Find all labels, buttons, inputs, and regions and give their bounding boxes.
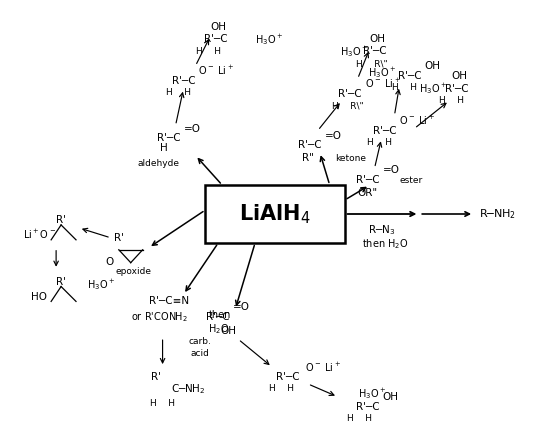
Text: R'─C: R'─C <box>445 84 469 94</box>
Text: =O: =O <box>383 165 399 175</box>
Text: acid: acid <box>191 348 210 357</box>
Text: R'─C: R'─C <box>356 402 379 412</box>
Text: H$_3$O$^+$: H$_3$O$^+$ <box>419 81 448 96</box>
Text: R'─C: R'─C <box>363 46 386 56</box>
Text: carb.: carb. <box>189 337 212 346</box>
Text: R'─C: R'─C <box>298 140 322 151</box>
Text: OH: OH <box>383 392 399 402</box>
Text: O: O <box>106 257 114 267</box>
Text: HO: HO <box>31 292 47 303</box>
Text: or R'CONH$_2$: or R'CONH$_2$ <box>131 310 188 324</box>
Text: R'─C: R'─C <box>276 372 300 382</box>
Text: H$_3$O$^+$: H$_3$O$^+$ <box>368 65 395 80</box>
Text: R'─C: R'─C <box>398 71 421 81</box>
Text: R'─C: R'─C <box>172 76 195 86</box>
Text: H$_3$O$^+$: H$_3$O$^+$ <box>87 277 115 292</box>
Text: H$_3$O$^+$: H$_3$O$^+$ <box>340 44 368 59</box>
Text: R'─C: R'─C <box>356 175 379 185</box>
Text: OH: OH <box>451 71 467 81</box>
Text: H    H: H H <box>392 83 417 92</box>
Text: then H$_2$O: then H$_2$O <box>361 237 408 251</box>
Text: R'─C≡N: R'─C≡N <box>148 297 189 306</box>
Text: H    H: H H <box>150 399 175 408</box>
Text: H$_3$O$^+$: H$_3$O$^+$ <box>255 32 283 47</box>
Text: R": R" <box>302 153 314 163</box>
Text: O$^-$ Li$^+$: O$^-$ Li$^+$ <box>365 77 400 90</box>
Text: R': R' <box>114 233 124 243</box>
Text: H$_2$O: H$_2$O <box>208 322 230 336</box>
Text: R'─C: R'─C <box>203 34 227 44</box>
Text: O$^-$ Li$^+$: O$^-$ Li$^+$ <box>198 64 235 77</box>
Text: R─N$_3$: R─N$_3$ <box>368 223 395 237</box>
Text: then: then <box>208 310 231 320</box>
Text: Li$^+$O$^-$: Li$^+$O$^-$ <box>23 228 56 241</box>
Text: H    R\": H R\" <box>332 101 364 110</box>
Text: H    R\": H R\" <box>356 59 388 68</box>
Text: H$_3$O$^+$: H$_3$O$^+$ <box>358 386 386 401</box>
Text: OR": OR" <box>358 188 378 198</box>
Text: C─NH$_2$: C─NH$_2$ <box>171 382 205 396</box>
Text: R'─C: R'─C <box>373 125 396 136</box>
Text: R': R' <box>56 276 66 287</box>
Text: R─NH$_2$: R─NH$_2$ <box>479 207 516 221</box>
Text: R': R' <box>151 372 161 382</box>
Text: ester: ester <box>399 176 423 185</box>
Text: H    H: H H <box>166 88 191 97</box>
Text: O$^-$ Li$^+$: O$^-$ Li$^+$ <box>305 360 341 374</box>
Text: aldehyde: aldehyde <box>137 159 180 168</box>
Text: epoxide: epoxide <box>116 267 152 276</box>
Text: OH: OH <box>220 326 236 336</box>
Text: H    H: H H <box>439 96 464 105</box>
Text: H    H: H H <box>196 47 221 56</box>
Text: R'─C: R'─C <box>338 89 361 99</box>
Text: R'─C: R'─C <box>157 134 180 143</box>
Text: ketone: ketone <box>335 154 366 163</box>
Text: =O: =O <box>325 131 342 140</box>
Text: R': R' <box>56 215 66 225</box>
Text: =O: =O <box>183 124 201 134</box>
Text: OH: OH <box>424 61 440 71</box>
Text: H    H: H H <box>270 384 295 393</box>
Text: =O: =O <box>233 303 250 312</box>
Text: H    H: H H <box>367 138 392 147</box>
Text: OH: OH <box>370 34 385 44</box>
FancyBboxPatch shape <box>205 185 345 243</box>
Text: O$^-$ Li$^+$: O$^-$ Li$^+$ <box>399 114 435 127</box>
Text: H    H: H H <box>347 414 372 423</box>
Text: R'─C: R'─C <box>206 312 230 322</box>
Text: OH: OH <box>210 22 226 32</box>
Text: LiAlH$_4$: LiAlH$_4$ <box>239 202 311 226</box>
Text: H: H <box>160 143 167 153</box>
